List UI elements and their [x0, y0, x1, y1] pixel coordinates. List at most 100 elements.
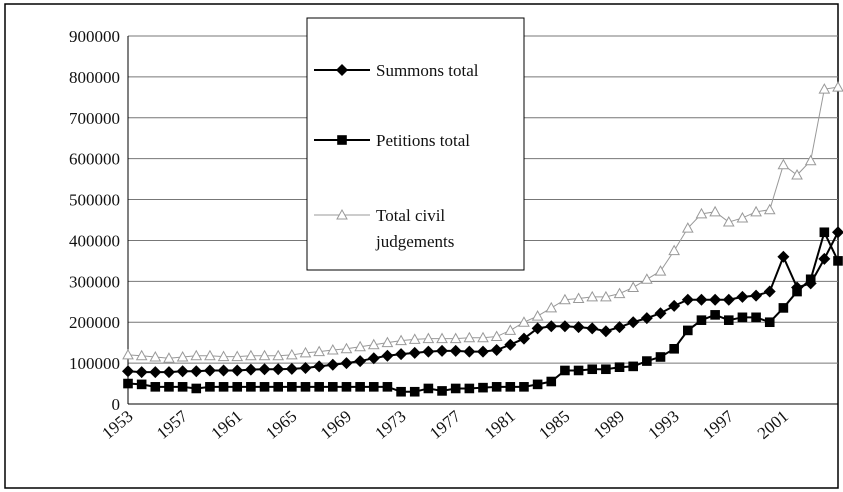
marker: [777, 158, 790, 170]
x-tick-label: 1969: [317, 407, 355, 443]
marker: [422, 345, 435, 358]
marker: [696, 315, 707, 325]
x-tick-label: 1961: [208, 407, 246, 443]
marker: [559, 293, 571, 305]
marker: [354, 355, 367, 368]
marker: [518, 316, 530, 327]
marker: [313, 345, 326, 357]
y-tick-label: 700000: [69, 109, 120, 128]
marker: [436, 332, 448, 344]
marker: [355, 382, 365, 392]
marker: [601, 364, 611, 375]
x-tick-label: 1981: [481, 407, 519, 443]
marker: [532, 379, 543, 390]
marker: [832, 226, 843, 239]
marker: [464, 383, 475, 394]
marker: [135, 366, 148, 379]
marker: [545, 301, 558, 313]
x-tick-label: 1973: [371, 407, 409, 443]
marker: [572, 321, 585, 334]
marker: [314, 382, 324, 392]
marker: [163, 352, 175, 363]
y-tick-label: 100000: [69, 354, 120, 373]
marker: [599, 325, 612, 338]
marker: [258, 363, 271, 376]
marker: [531, 310, 544, 321]
marker: [463, 345, 476, 358]
marker: [326, 358, 339, 371]
marker: [463, 331, 476, 343]
marker: [449, 332, 462, 344]
marker: [709, 205, 721, 217]
marker: [204, 349, 216, 361]
marker: [299, 346, 312, 358]
marker: [340, 357, 353, 370]
marker: [176, 365, 189, 378]
marker: [382, 382, 393, 392]
marker: [477, 331, 489, 343]
marker: [337, 135, 347, 145]
marker: [336, 64, 348, 76]
marker: [763, 203, 776, 215]
marker: [217, 364, 230, 377]
marker: [586, 322, 599, 335]
marker: [722, 293, 735, 306]
x-tick-label: 1953: [98, 407, 136, 443]
x-tick-label: 2001: [754, 407, 792, 443]
marker: [328, 382, 338, 392]
marker: [586, 290, 599, 302]
marker: [491, 382, 502, 392]
marker: [504, 324, 517, 335]
marker: [123, 378, 133, 389]
marker: [122, 365, 134, 378]
marker: [627, 281, 640, 292]
marker: [477, 345, 489, 358]
marker: [285, 362, 298, 375]
x-tick-label: 1977: [426, 406, 465, 443]
marker: [587, 364, 598, 375]
marker: [218, 382, 229, 392]
marker: [558, 320, 571, 333]
legend-label-part: judgements: [375, 232, 454, 251]
legend-label-part: Total civil: [376, 206, 445, 225]
marker: [231, 350, 244, 362]
marker: [341, 382, 352, 392]
marker: [449, 344, 462, 357]
marker: [272, 349, 285, 361]
marker: [613, 321, 626, 334]
marker: [285, 348, 298, 360]
marker: [805, 274, 816, 285]
y-tick-label: 600000: [69, 150, 120, 169]
marker: [627, 316, 640, 329]
marker: [367, 352, 380, 365]
marker: [149, 350, 162, 362]
marker: [162, 366, 175, 379]
marker: [205, 382, 215, 392]
marker: [164, 382, 174, 392]
y-tick-label: 900000: [69, 27, 120, 46]
marker: [190, 349, 203, 361]
marker: [750, 205, 762, 217]
marker: [478, 382, 488, 393]
marker: [340, 342, 353, 354]
marker: [819, 227, 830, 238]
marker: [750, 289, 763, 302]
marker: [695, 293, 708, 306]
marker: [764, 317, 775, 328]
marker: [573, 365, 584, 376]
marker: [177, 382, 188, 392]
marker: [669, 344, 679, 354]
marker: [572, 292, 585, 304]
marker: [232, 382, 243, 392]
marker: [190, 365, 203, 378]
marker: [450, 383, 461, 394]
marker: [833, 256, 843, 266]
marker: [203, 364, 216, 377]
marker: [751, 312, 761, 323]
marker: [258, 349, 271, 361]
x-tick-label: 1997: [699, 406, 738, 443]
x-tick-label: 1965: [262, 407, 300, 443]
marker: [736, 211, 749, 223]
marker: [681, 222, 694, 233]
marker: [640, 273, 653, 284]
